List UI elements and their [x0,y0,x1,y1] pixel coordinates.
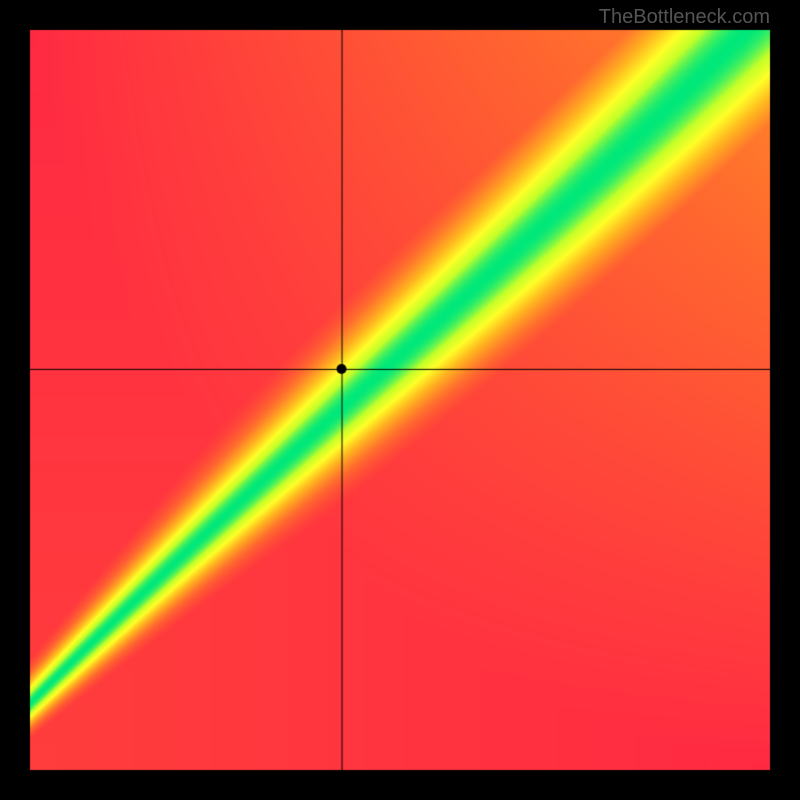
watermark-label: TheBottleneck.com [599,6,770,29]
heatmap-canvas [0,0,800,800]
chart-container: TheBottleneck.com [0,0,800,800]
